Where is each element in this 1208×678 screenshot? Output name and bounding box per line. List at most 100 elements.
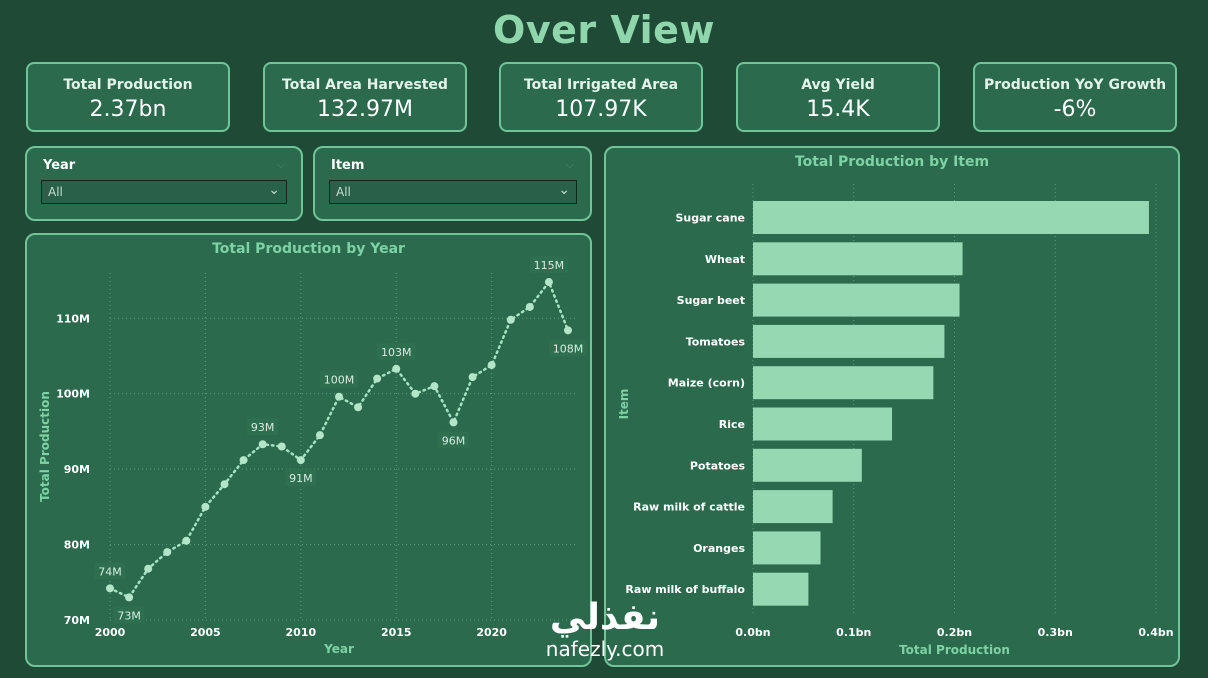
x-tick-label: 2000 [95, 626, 126, 639]
watermark-arabic: نفذلي [549, 597, 661, 638]
data-label-bg [529, 256, 568, 274]
item-dropdown-value: All [336, 185, 351, 199]
page-title: Over View [493, 8, 715, 52]
category-label: Maize (corn) [668, 377, 745, 390]
chevron-down-icon: ⌄ [268, 182, 280, 198]
x-tick-label: 0.3bn [1038, 626, 1073, 639]
bar [753, 324, 945, 358]
x-tick-label: 0.2bn [937, 626, 972, 639]
data-point [544, 278, 553, 287]
data-point [335, 392, 343, 401]
data-point [506, 315, 515, 324]
x-tick-label: 2015 [381, 626, 412, 639]
bar [753, 407, 893, 441]
y-tick-label: 90M [64, 463, 90, 476]
data-label-bg [320, 370, 358, 388]
x-tick-label: 2005 [190, 626, 221, 639]
chevron-down-icon: ⌄ [558, 182, 570, 198]
kpi-value: 132.97M [317, 97, 413, 122]
data-point [564, 326, 572, 335]
data-label-bg [549, 339, 587, 357]
data-point [354, 403, 363, 412]
category-label: Potatoes [690, 459, 746, 472]
data-point [411, 389, 420, 398]
kpi-card-total-area-harvested: Total Area Harvested 132.97M [263, 62, 467, 132]
kpi-value: -6% [1053, 97, 1097, 122]
kpi-value: 15.4K [806, 97, 870, 122]
watermark-latin: nafezly.com [545, 637, 665, 661]
kpi-value: 107.97K [555, 97, 647, 122]
data-point [144, 564, 153, 573]
y-axis-title: Item [617, 389, 631, 420]
data-point [182, 536, 191, 545]
bar [753, 283, 960, 317]
data-point [430, 382, 439, 391]
y-tick-label: 70M [64, 614, 90, 627]
x-axis-title: Total Production [899, 643, 1010, 657]
line-chart-title: Total Production by Year [212, 241, 405, 257]
year-dropdown[interactable]: All ⌄ [41, 180, 287, 204]
category-label: Rice [719, 418, 745, 431]
x-tick-label: 2020 [476, 626, 507, 639]
chevron-down-icon[interactable]: ⌵ [565, 158, 574, 171]
item-slicer-title: Item [331, 158, 365, 173]
data-point [525, 302, 534, 311]
data-point [106, 584, 114, 593]
kpi-label: Total Irrigated Area [523, 77, 679, 93]
category-label: Sugar beet [677, 294, 745, 307]
kpi-label: Total Area Harvested [282, 77, 448, 93]
bar [753, 242, 963, 276]
y-tick-label: 110M [56, 312, 90, 325]
data-label: 74M [98, 565, 122, 578]
data-point [201, 502, 210, 511]
data-point [487, 361, 496, 370]
x-tick-label: 0.0bn [735, 626, 770, 639]
kpi-label: Total Production [63, 77, 193, 93]
year-line-chart-panel: Total Production by Year 70M 80M 90M 100M 11… [25, 233, 592, 667]
data-point [392, 364, 401, 373]
watermark-logo: نفذلي nafezly.com [530, 597, 680, 661]
data-label: 103M [381, 346, 412, 359]
data-point [315, 431, 324, 440]
item-slicer: Item ⌵ All ⌄ [313, 146, 592, 221]
kpi-card-total-production: Total Production 2.37bn [26, 62, 230, 132]
y-tick-label: 100M [56, 388, 90, 401]
data-point [220, 480, 229, 489]
bar [753, 366, 934, 400]
bar [753, 531, 821, 565]
data-label: 108M [553, 342, 584, 355]
bar [753, 201, 1149, 234]
data-point [125, 593, 134, 602]
data-point [468, 373, 477, 382]
bar-chart-title: Total Production by Item [794, 154, 990, 170]
bar [753, 572, 809, 606]
data-label-bg [285, 469, 317, 487]
item-dropdown[interactable]: All ⌄ [329, 180, 577, 204]
bar [753, 490, 833, 524]
data-label-bg [377, 342, 416, 360]
data-label-bg [94, 562, 126, 580]
data-point [296, 456, 305, 465]
kpi-label: Avg Yield [801, 77, 875, 93]
year-slicer: Year ⌵ All ⌄ [25, 146, 303, 221]
y-tick-label: 80M [64, 539, 90, 552]
bar [753, 448, 862, 482]
kpi-label: Production YoY Growth [983, 77, 1167, 93]
data-point [163, 548, 172, 557]
category-label: Sugar cane [675, 212, 745, 225]
data-point [449, 418, 458, 427]
data-label: 115M [534, 259, 565, 272]
data-point [277, 442, 286, 451]
series-line [108, 279, 570, 599]
category-label: Raw milk of cattle [633, 501, 745, 514]
x-tick-label: 2010 [286, 626, 317, 639]
chevron-down-icon[interactable]: ⌵ [276, 158, 285, 171]
data-label: 73M [117, 609, 141, 622]
x-axis-title: Year [323, 642, 354, 656]
line-chart: 70M 80M 90M 100M 110M 2000 2005 2010 2015 2020 Yea… [38, 256, 587, 656]
data-label-bg [113, 606, 145, 624]
kpi-card-avg-yield: Avg Yield 15.4K [736, 62, 940, 132]
data-label: 93M [251, 421, 275, 434]
data-label-bg [247, 418, 279, 436]
data-label: 100M [324, 374, 355, 387]
